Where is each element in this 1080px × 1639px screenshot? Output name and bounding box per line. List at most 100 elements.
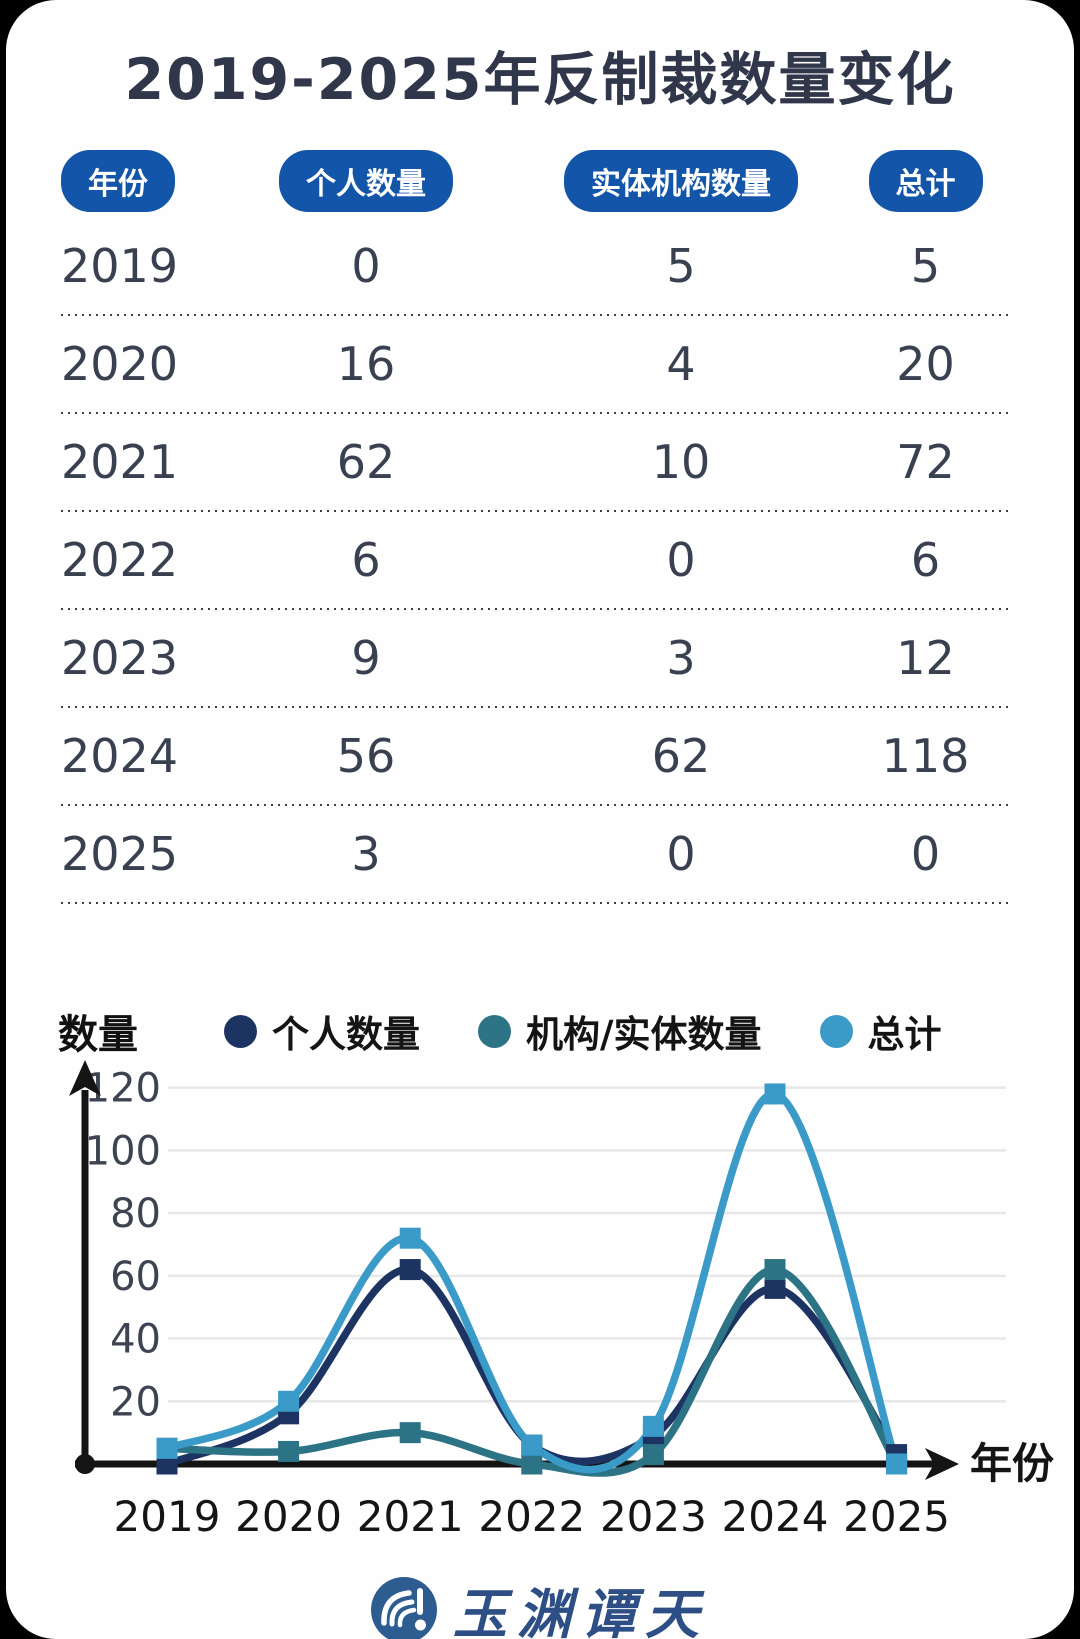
- table-row: 2020 16 4 20: [6, 316, 1074, 412]
- axis-origin-dot: [75, 1454, 95, 1474]
- legend-label: 总计: [867, 1013, 942, 1056]
- chart-header: 数量 个人数量 机构/实体数量 总计: [6, 1008, 1074, 1058]
- data-point-marker: [764, 1259, 786, 1281]
- legend-item: 个人数量: [224, 1004, 420, 1058]
- value-cell: 12: [896, 631, 955, 685]
- row-divider: [61, 510, 1010, 512]
- series-markers-2: [156, 1083, 908, 1475]
- year-cell: 2023: [61, 631, 179, 685]
- brand-footer: 玉渊谭天: [6, 1570, 1074, 1639]
- value-cell: 118: [881, 729, 970, 783]
- value-cell: 72: [896, 435, 955, 489]
- data-point-marker: [399, 1227, 421, 1249]
- data-point-marker: [399, 1422, 421, 1444]
- value-cell: 62: [651, 729, 711, 783]
- data-point-marker: [278, 1440, 300, 1462]
- data-point-marker: [278, 1390, 300, 1412]
- value-cell: 6: [910, 533, 941, 587]
- year-cell: 2021: [61, 435, 179, 489]
- x-tick-label: 2025: [843, 1492, 950, 1541]
- axes: 年份: [69, 1060, 1054, 1488]
- data-point-marker: [642, 1415, 664, 1437]
- x-axis-arrow-icon: [925, 1448, 959, 1480]
- value-cell: 3: [351, 827, 381, 881]
- value-cell: 10: [651, 435, 711, 489]
- col-header-individuals: 个人数量: [279, 150, 453, 212]
- table-row: 2024 56 62 118: [6, 708, 1074, 804]
- table-row: 2023 9 3 12: [6, 610, 1074, 706]
- data-point-marker: [642, 1444, 664, 1466]
- x-tick-label: 2020: [235, 1492, 342, 1541]
- col-header-entities: 实体机构数量: [564, 150, 798, 212]
- infographic-card: 2019-2025年反制裁数量变化 年份 个人数量 实体机构数量 总计 2019…: [6, 0, 1074, 1639]
- col-header-year: 年份: [61, 150, 175, 212]
- y-tick-label: 40: [110, 1317, 161, 1363]
- value-cell: 4: [666, 337, 696, 391]
- table-row: 2021 62 10 72: [6, 414, 1074, 510]
- data-point-marker: [764, 1277, 786, 1299]
- data-point-marker: [521, 1434, 543, 1456]
- x-tick-label: 2023: [600, 1492, 707, 1541]
- value-cell: 62: [336, 435, 396, 489]
- x-axis-title: 年份: [970, 1439, 1054, 1488]
- series-line-2: [163, 1090, 901, 1474]
- page-title: 2019-2025年反制裁数量变化: [124, 47, 956, 113]
- data-point-marker: [156, 1437, 178, 1459]
- x-tick-label: 2022: [478, 1492, 585, 1541]
- data-table: 2019 0 5 5 2020 16 4 20 2021 62 10 72 2022 6 0 6 2023 9 3 1…: [6, 218, 1074, 904]
- data-point-marker: [764, 1083, 786, 1105]
- table-header-row: 年份 个人数量 实体机构数量 总计: [6, 150, 1074, 212]
- legend-dot-icon: [819, 1014, 853, 1048]
- year-cell: 2019: [61, 239, 179, 293]
- row-divider: [61, 804, 1010, 806]
- legend-label: 个人数量: [272, 1013, 420, 1056]
- x-tick-labels: 2019 2020 2021 2022 2023 2024 2025: [114, 1492, 950, 1541]
- row-divider: [61, 608, 1010, 610]
- y-tick-label: 20: [110, 1379, 161, 1425]
- table-row: 2025 3 0 0: [6, 806, 1074, 902]
- col-header-total: 总计: [868, 150, 983, 212]
- table-row: 2022 6 0 6: [6, 512, 1074, 608]
- year-cell: 2024: [61, 729, 179, 783]
- x-tick-label: 2024: [722, 1492, 829, 1541]
- legend-item: 机构/实体数量: [478, 1004, 762, 1058]
- value-cell: 9: [351, 631, 381, 685]
- data-point-marker: [886, 1453, 908, 1475]
- value-cell: 16: [336, 337, 396, 391]
- year-cell: 2025: [61, 827, 179, 881]
- chart-legend: 个人数量 机构/实体数量 总计: [224, 1004, 942, 1058]
- y-tick-label: 60: [110, 1254, 161, 1300]
- value-cell: 0: [910, 827, 941, 881]
- value-cell: 5: [666, 239, 696, 293]
- row-divider: [61, 314, 1010, 316]
- year-cell: 2020: [61, 337, 179, 391]
- gridlines: [168, 1086, 1006, 1403]
- y-axis-arrow-icon: [69, 1060, 101, 1096]
- year-cell: 2022: [61, 533, 179, 587]
- brand-logo-text: 玉渊谭天: [453, 1582, 709, 1639]
- legend-item: 总计: [819, 1004, 942, 1058]
- value-cell: 5: [910, 239, 941, 293]
- y-tick-label: 80: [110, 1191, 161, 1237]
- value-cell: 6: [351, 533, 381, 587]
- value-cell: 0: [666, 827, 696, 881]
- table-row: 2019 0 5 5: [6, 218, 1074, 314]
- data-point-marker: [399, 1259, 421, 1281]
- x-tick-label: 2021: [357, 1492, 464, 1541]
- legend-dot-icon: [224, 1014, 257, 1048]
- y-tick-label: 100: [85, 1128, 161, 1174]
- x-tick-label: 2019: [114, 1492, 221, 1541]
- value-cell: 56: [336, 729, 396, 783]
- value-cell: 20: [896, 337, 955, 391]
- brand-logo-icon: [371, 1576, 437, 1639]
- data-point-marker: [521, 1453, 543, 1475]
- legend-dot-icon: [478, 1014, 511, 1048]
- value-cell: 3: [666, 631, 696, 685]
- row-divider: [61, 412, 1010, 414]
- legend-label: 机构/实体数量: [526, 1013, 762, 1056]
- value-cell: 0: [666, 533, 696, 587]
- value-cell: 0: [351, 239, 381, 293]
- y-axis-title: 数量: [58, 1012, 138, 1058]
